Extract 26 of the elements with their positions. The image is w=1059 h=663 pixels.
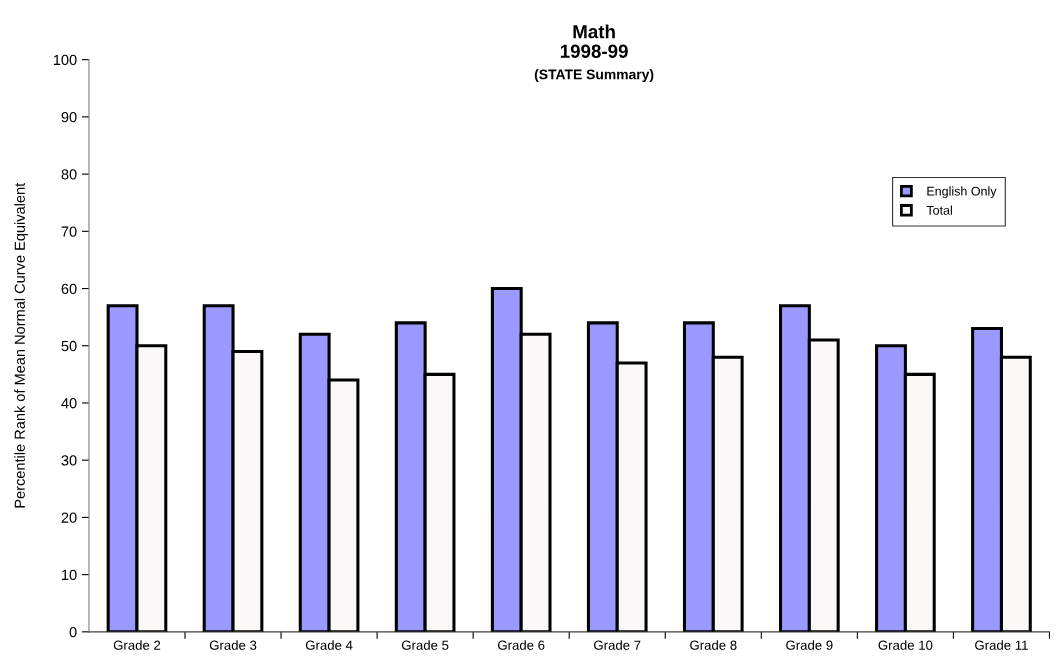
y-tick-label: 80 (61, 169, 77, 180)
x-tick-label: Grade 4 (305, 640, 353, 650)
y-tick-label: 50 (61, 340, 77, 352)
x-tick-label: Grade 3 (209, 640, 257, 650)
y-tick-label: 30 (61, 455, 77, 466)
x-tick-label: Grade 8 (690, 640, 737, 650)
y-tick-label: 60 (61, 283, 77, 294)
legend-label: English Only (927, 186, 997, 199)
x-tick-label: Grade 2 (113, 640, 161, 650)
y-tick-label: 0 (69, 626, 77, 638)
y-tick-label: 90 (61, 111, 77, 123)
x-tick-label: Grade 10 (878, 640, 933, 650)
y-tick-label: 20 (61, 512, 77, 523)
y-axis-title: Percentile Rank of Mean Normal Curve Equivalent (14, 182, 28, 508)
y-tick-label: 100 (53, 54, 77, 66)
x-tick-label: Grade 9 (786, 640, 833, 650)
y-tick-label: 70 (61, 226, 77, 237)
y-tick-label: 40 (61, 398, 77, 409)
chart-title: Math 1998-99 (560, 24, 628, 58)
y-tick-label: 10 (62, 569, 77, 581)
x-tick-label: Grade 6 (498, 640, 545, 650)
x-tick-label: Grade 5 (401, 640, 449, 650)
x-tick-label: Grade 11 (975, 640, 1028, 650)
text: (STATE Summary) (534, 69, 654, 83)
legend-label: Total (926, 205, 952, 215)
x-tick-label: Grade 7 (594, 640, 641, 650)
